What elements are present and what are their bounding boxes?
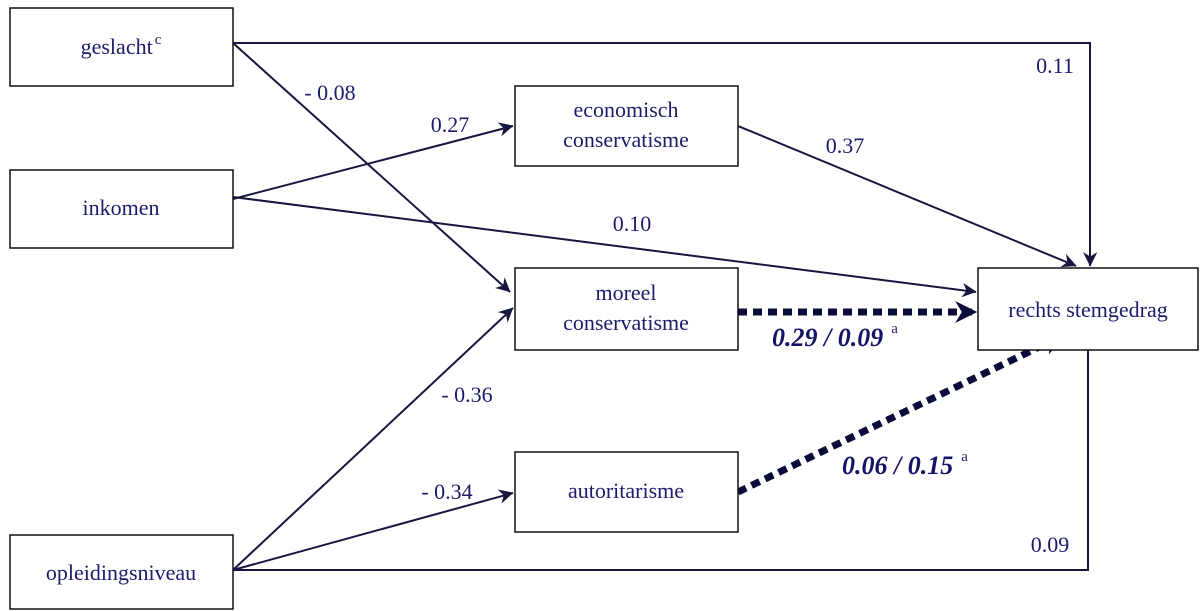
node-label: inkomen	[83, 195, 160, 220]
edge	[232, 489, 514, 571]
coefficient-text: 0.29 / 0.09	[772, 323, 883, 352]
edge	[737, 125, 1077, 268]
edge	[233, 42, 1098, 267]
edges	[232, 42, 1098, 571]
coefficient: 0.09	[1031, 532, 1070, 557]
node-label: conservatisme	[563, 310, 689, 335]
edge-labels: 0.11 - 0.08 0.27 0.10 0.37 0.29 / 0.09 a …	[304, 53, 1074, 557]
edge	[233, 335, 1096, 571]
node-label: moreel	[595, 280, 656, 305]
coefficient: 0.27	[431, 112, 470, 137]
superscript: a	[961, 449, 968, 465]
node-label-text: geslacht	[81, 34, 153, 59]
node-box	[977, 267, 1199, 351]
coefficient: 0.11	[1036, 53, 1074, 78]
edge	[232, 122, 514, 200]
node-label: rechts stemgedrag	[1008, 297, 1167, 322]
superscript: c	[155, 32, 162, 48]
node-box	[9, 169, 234, 249]
edge	[232, 42, 511, 293]
nodes: geslacht c inkomen opleidingsniveau econo…	[9, 7, 1199, 610]
node-label: economisch	[573, 97, 678, 122]
coefficient: 0.10	[613, 211, 652, 236]
node-box	[514, 451, 739, 533]
coefficient: 0.06 / 0.15 a	[842, 449, 968, 480]
node-label: opleidingsniveau	[46, 560, 196, 585]
node-label: conservatisme	[563, 127, 689, 152]
node-label: geslacht c	[81, 32, 162, 59]
coefficient: 0.29 / 0.09 a	[772, 321, 898, 352]
node-box	[9, 534, 234, 610]
coefficient: - 0.36	[441, 382, 492, 407]
superscript: a	[891, 321, 898, 337]
node-box	[514, 267, 739, 351]
coefficient: - 0.34	[421, 479, 472, 504]
edge	[232, 196, 977, 298]
coefficient: - 0.08	[304, 80, 355, 105]
coefficient-text: 0.06 / 0.15	[842, 451, 953, 480]
edge	[232, 307, 514, 571]
coefficient: 0.37	[826, 133, 865, 158]
node-box	[514, 85, 739, 167]
node-box	[9, 7, 234, 87]
node-label: autoritarisme	[568, 478, 684, 503]
